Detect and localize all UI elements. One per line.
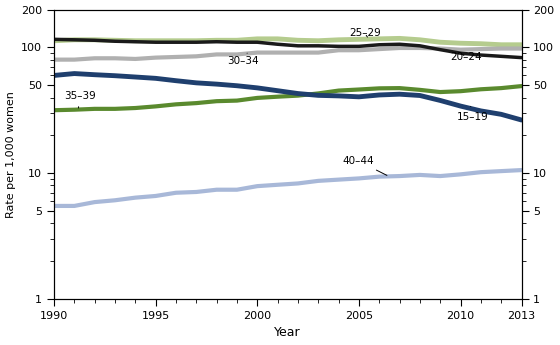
Y-axis label: Rate per 1,000 women: Rate per 1,000 women [6, 91, 16, 218]
Text: 30–34: 30–34 [227, 53, 258, 66]
Text: 40–44: 40–44 [343, 156, 387, 175]
Text: 25–29: 25–29 [349, 28, 380, 38]
X-axis label: Year: Year [274, 326, 301, 339]
Text: 20–24: 20–24 [450, 52, 482, 62]
Text: 15–19: 15–19 [456, 106, 488, 122]
Text: 35–39: 35–39 [64, 91, 96, 108]
